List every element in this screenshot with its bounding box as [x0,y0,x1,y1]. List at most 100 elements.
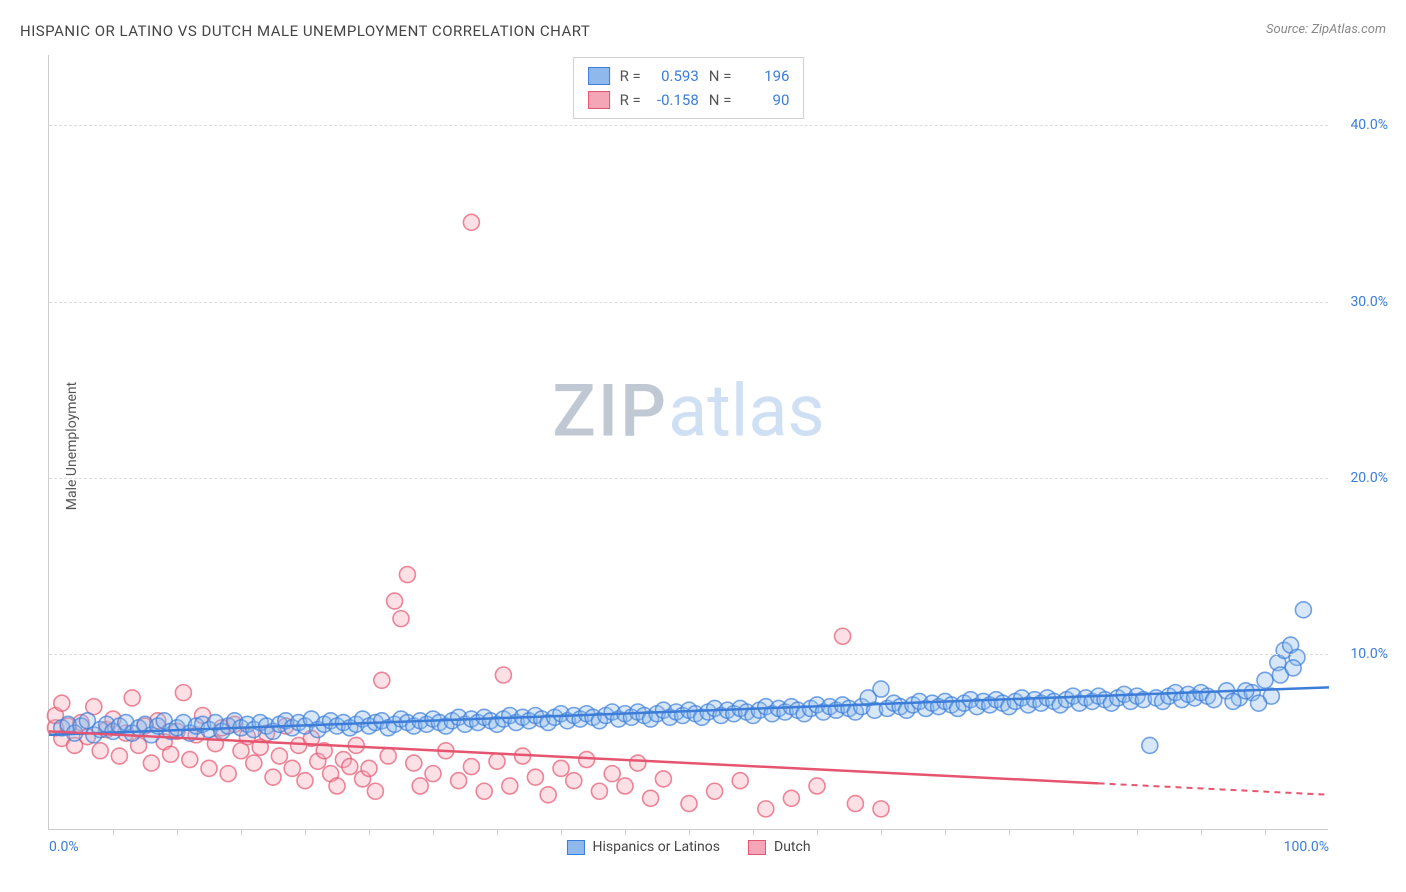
data-point-dutch [758,801,774,817]
data-point-dutch [476,783,492,799]
data-point-dutch [540,787,556,803]
data-point-dutch [463,214,479,230]
x-tick [177,829,178,835]
data-point-dutch [655,771,671,787]
plot-area: ZIPatlas R = 0.593 N = 196 R = -0.158 N … [48,55,1328,830]
data-point-dutch [387,593,403,609]
x-tick [817,829,818,835]
y-tick-label: 30.0% [1350,294,1388,310]
data-point-dutch [297,773,313,789]
source-name: ZipAtlas.com [1311,22,1386,37]
x-tick [1137,829,1138,835]
x-tick [369,829,370,835]
x-tick [1009,829,1010,835]
data-point-dutch [342,759,358,775]
y-tick-label: 10.0% [1350,646,1388,662]
data-point-hispanic [1295,602,1311,618]
data-point-dutch [835,628,851,644]
x-tick [945,829,946,835]
data-point-dutch [707,783,723,799]
legend-item-dutch: Dutch [748,839,811,855]
data-point-dutch [182,752,198,768]
data-point-dutch [527,769,543,785]
x-tick [433,829,434,835]
swatch-hispanic-sm [566,840,584,855]
data-point-dutch [329,778,345,794]
series-legend: Hispanics or Latinos Dutch [566,839,810,855]
data-point-dutch [124,690,140,706]
legend-item-hispanic: Hispanics or Latinos [566,839,720,855]
chart-title: HISPANIC OR LATINO VS DUTCH MALE UNEMPLO… [20,22,590,40]
y-tick-label: 20.0% [1350,470,1388,486]
x-min-label: 0.0% [49,839,79,855]
data-point-dutch [367,783,383,799]
data-point-dutch [54,695,70,711]
x-tick [497,829,498,835]
data-point-dutch [809,778,825,794]
x-tick [561,829,562,835]
data-point-dutch [361,760,377,776]
legend-label-dutch: Dutch [774,839,811,855]
x-tick [241,829,242,835]
data-point-dutch [566,773,582,789]
x-tick [1265,829,1266,835]
data-point-dutch [732,773,748,789]
data-point-dutch [92,743,108,759]
data-point-dutch [495,667,511,683]
data-point-hispanic [1142,737,1158,753]
swatch-dutch-sm [748,840,766,855]
data-point-dutch [643,790,659,806]
data-point-dutch [265,769,281,785]
data-point-dutch [579,752,595,768]
data-point-dutch [553,760,569,776]
data-point-dutch [271,748,287,764]
data-point-dutch [220,766,236,782]
data-point-dutch [783,790,799,806]
legend-label-hispanic: Hispanics or Latinos [592,839,720,855]
data-point-dutch [201,760,217,776]
data-point-hispanic [1251,695,1267,711]
source-prefix: Source: [1266,22,1311,37]
trend-line-dashed-dutch [1099,783,1329,794]
data-point-dutch [143,755,159,771]
data-point-dutch [591,783,607,799]
data-point-dutch [246,755,262,771]
data-point-dutch [284,760,300,776]
data-point-dutch [393,611,409,627]
data-point-dutch [163,746,179,762]
data-point-dutch [380,748,396,764]
x-tick [305,829,306,835]
gridline [49,125,1328,126]
gridline [49,654,1328,655]
y-tick-label: 40.0% [1350,117,1388,133]
data-point-dutch [374,672,390,688]
data-point-dutch [412,778,428,794]
data-point-dutch [406,755,422,771]
data-point-hispanic [1225,693,1241,709]
x-max-label: 100.0% [1284,839,1329,855]
data-point-dutch [681,796,697,812]
x-tick [1201,829,1202,835]
data-point-dutch [175,685,191,701]
data-point-dutch [425,766,441,782]
scatter-plot-svg [49,55,1328,829]
trend-line-hispanic [49,687,1329,735]
data-point-dutch [604,766,620,782]
x-tick [1073,829,1074,835]
data-point-dutch [451,773,467,789]
data-point-dutch [873,801,889,817]
data-point-hispanic [873,681,889,697]
x-tick [881,829,882,835]
x-tick [113,829,114,835]
data-point-dutch [617,778,633,794]
x-tick [625,829,626,835]
gridline [49,478,1328,479]
data-point-dutch [502,778,518,794]
data-point-dutch [111,748,127,764]
x-tick [753,829,754,835]
gridline [49,302,1328,303]
data-point-dutch [630,755,646,771]
data-point-dutch [847,796,863,812]
data-point-hispanic [1285,660,1301,676]
source-attribution: Source: ZipAtlas.com [1266,22,1386,37]
